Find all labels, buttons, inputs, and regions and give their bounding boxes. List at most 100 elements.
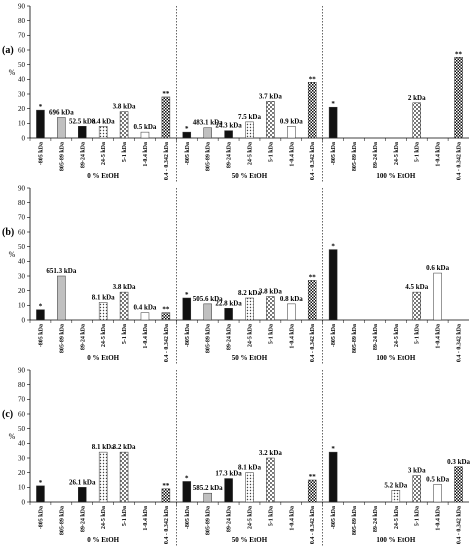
y-tick-label: 80 [18, 17, 26, 25]
bar [412, 475, 421, 503]
bar [57, 117, 66, 139]
y-tick-label: 20 [18, 105, 26, 113]
y-tick-label: 0 [22, 134, 26, 142]
bar [391, 490, 401, 503]
bar [98, 451, 108, 503]
bar-data-label: 0.5 kDa [426, 475, 449, 483]
category-label: 89-24 kDa [373, 324, 379, 350]
category-label: 24-5 kDa [248, 324, 254, 347]
category-label: 805-89 kDa [352, 324, 358, 353]
significance-mark: ** [309, 75, 317, 83]
y-tick-label: 90 [18, 366, 26, 374]
bar-data-label: 0.8 kDa [280, 295, 303, 303]
bar [245, 297, 254, 321]
category-label: 1-0.4 kDa [289, 142, 295, 167]
category-label: 1-0.4 kDa [143, 506, 149, 531]
group-label: 50 % EtOH [232, 172, 268, 180]
bar-data-label: 8.2 kDa [238, 289, 261, 297]
significance-mark: ** [455, 50, 463, 58]
bar-data-label: 0.5 kDa [133, 123, 156, 131]
bar [245, 472, 254, 503]
y-tick-label: 80 [18, 199, 26, 207]
category-label: 5-1 kDa [122, 142, 128, 162]
bar [224, 478, 233, 503]
category-label: 5-1 kDa [415, 324, 421, 344]
bar-data-label: 696 kDa [49, 108, 74, 116]
significance-mark: ** [162, 306, 170, 314]
bar [203, 303, 212, 321]
y-tick-label: 50 [18, 243, 26, 251]
category-label: 0.4 - 0.342 kDa [164, 324, 170, 362]
y-tick-label: 10 [18, 120, 26, 128]
bar-data-label: 3.7 kDa [259, 92, 282, 100]
bar [224, 130, 233, 139]
category-label: 5-1 kDa [122, 506, 128, 526]
bar-data-label: 3.2 kDa [259, 449, 282, 457]
significance-mark: * [331, 243, 335, 251]
y-axis-label: % [9, 68, 16, 77]
category-label: 1-0.4 kDa [143, 324, 149, 349]
bar [203, 492, 212, 503]
bar-data-label: 24.3 kDa [215, 122, 242, 130]
bar-data-label: 26.1 kDa [69, 478, 96, 486]
bar [78, 126, 87, 139]
bar [433, 484, 442, 503]
y-tick-label: 50 [18, 61, 26, 69]
group-label: 50 % EtOH [232, 354, 268, 362]
y-tick-label: 20 [18, 469, 26, 477]
y-tick-label: 40 [18, 258, 26, 266]
y-tick-label: 0 [22, 316, 26, 324]
category-label: 805-89 kDa [352, 142, 358, 171]
category-label: 1-0.4 kDa [143, 142, 149, 167]
y-tick-label: 90 [18, 184, 26, 192]
category-label: 805-89 kDa [59, 142, 65, 171]
bar-data-label: 8.1 kDa [238, 464, 261, 472]
bar [57, 275, 66, 321]
y-tick-label: 40 [18, 440, 26, 448]
significance-mark: * [39, 103, 43, 111]
bar [328, 249, 338, 321]
y-axis-label: % [9, 250, 16, 259]
category-label: 5-1 kDa [415, 506, 421, 526]
bar-data-label: 17.3 kDa [215, 470, 242, 478]
y-tick-label: 80 [18, 381, 26, 389]
category-label: 5-1 kDa [268, 324, 274, 344]
category-label: 0.4 - 0.342 kDa [310, 506, 316, 544]
bar [140, 312, 150, 321]
category-label: 89-24 kDa [373, 142, 379, 168]
bar [161, 488, 171, 503]
bar [182, 481, 192, 503]
y-tick-label: 20 [18, 287, 26, 295]
bar [119, 111, 129, 139]
y-tick-label: 30 [18, 454, 26, 462]
category-label: 24-5 kDa [248, 506, 254, 529]
bar [224, 308, 233, 321]
category-label: 1-0.4 kDa [436, 506, 442, 531]
category-label: 89-24 kDa [227, 142, 233, 168]
category-label: 24-5 kDa [101, 506, 107, 529]
category-label: 805-89 kDa [352, 506, 358, 535]
category-label: 89-24 kDa [80, 324, 86, 350]
bar-data-label: 3.8 kDa [259, 288, 282, 296]
category-label: 805-89 kDa [206, 142, 212, 171]
bar-data-label: 0.6 kDa [426, 264, 449, 272]
category-label: 24-5 kDa [394, 324, 400, 347]
category-label: 89-24 kDa [80, 142, 86, 168]
y-tick-label: 30 [18, 90, 26, 98]
significance-mark: ** [309, 273, 317, 281]
significance-mark: ** [309, 473, 317, 481]
bar-data-label: 8.4 kDa [92, 117, 115, 125]
bar [182, 297, 192, 321]
category-label: 805-89 kDa [206, 324, 212, 353]
chart-panel: 0 10 20 30 40 50 60 70 80 90% (b) 0 % EtOH -805 kDa *… [2, 184, 469, 364]
bar-data-label: 3.8 kDa [113, 283, 136, 291]
bar [36, 109, 45, 139]
bar [328, 451, 338, 503]
group-label: 0 % EtOH [87, 172, 119, 180]
category-label: 5-1 kDa [415, 142, 421, 162]
category-label: -805 kDa [331, 506, 337, 529]
significance-mark: * [39, 479, 43, 487]
y-tick-label: 70 [18, 396, 26, 404]
category-label: 5-1 kDa [268, 142, 274, 162]
